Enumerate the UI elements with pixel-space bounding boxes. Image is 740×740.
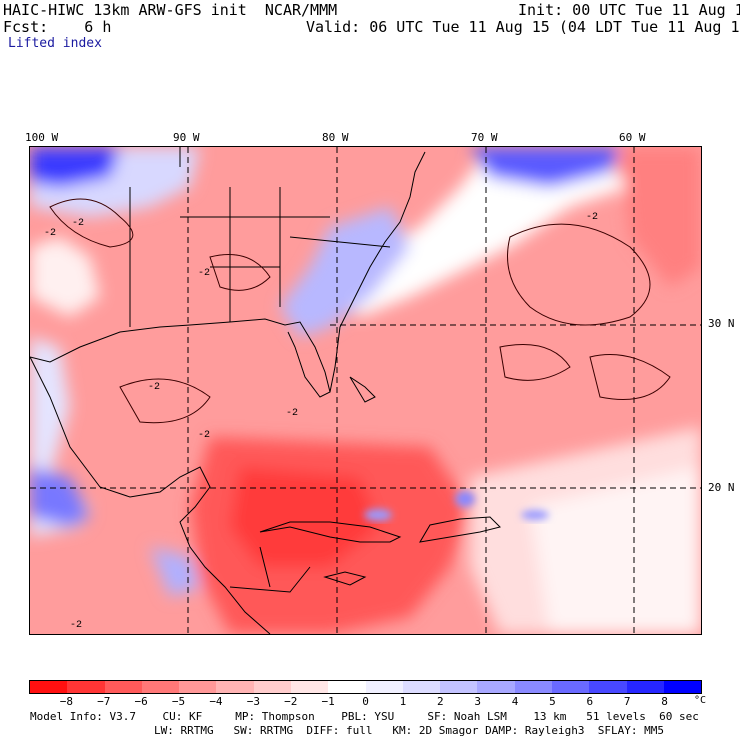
color-scale-cell [290,681,329,693]
color-scale-tick-label: 5 [549,695,556,708]
contour-label: -2 [70,620,82,631]
color-scale-cell [589,681,627,693]
color-scale-cell [626,681,664,693]
lon-label-60w: 60 W [619,131,646,144]
lon-label-70w: 70 W [471,131,498,144]
color-scale-cell [551,681,590,693]
forecast-hour: Fcst: 6 h [3,18,112,36]
contour-label: -2 [198,430,210,441]
lifted-index-map: -2 -2 -2 -2 -2 -2 -2 -2 [29,146,702,635]
color-scale-tick-label: 8 [661,695,668,708]
color-scale-tick-label: 2 [436,695,444,708]
color-scale-tick-label: −8 [59,695,73,708]
init-time: Init: 00 UTC Tue 11 Aug 15 [518,1,740,19]
contour-label: -2 [72,218,84,229]
color-scale-cell [514,681,552,693]
contour-label: -2 [44,228,56,239]
contour-label: -2 [286,408,298,419]
lat-label-20n: 20 N [708,481,735,494]
valid-time: Valid: 06 UTC Tue 11 Aug 15 (04 LDT Tue … [306,18,740,36]
contours [49,198,671,424]
color-scale-tick-label: 6 [586,695,594,708]
contour-label: -2 [148,382,160,393]
lon-label-80w: 80 W [322,131,349,144]
color-scale-tick-label: 4 [511,695,519,708]
color-scale-cell [179,681,217,693]
color-scale-tick-label: 0 [362,695,369,708]
color-scale-tick-label: 3 [474,695,481,708]
contour-label-group: -2 -2 -2 -2 -2 -2 -2 -2 [44,212,598,631]
color-scale-bar [29,680,702,694]
color-scale-tick-label: 7 [623,695,631,708]
color-scale-tick-label: −3 [246,695,260,708]
color-scale-cell [663,681,702,693]
color-scale-tick-label: −5 [171,695,186,708]
color-scale-tick-label: 1 [399,695,407,708]
color-scale-cell [216,681,254,693]
color-scale-cell [365,681,403,693]
color-scale-tick-label: −4 [209,695,223,708]
lon-label-100w: 100 W [25,131,59,144]
color-scale-cell [67,681,105,693]
map-canvas: -2 -2 -2 -2 -2 -2 -2 -2 [30,147,701,634]
lat-label-30n: 30 N [708,317,735,330]
color-scale-cell [104,681,142,693]
graticule [30,147,701,634]
color-scale-unit: °C [694,695,707,706]
field-name: Lifted index [8,36,102,51]
color-scale-tick-label: −1 [321,695,335,708]
color-scale-tick-label: −2 [284,695,298,708]
lon-label-90w: 90 W [173,131,200,144]
color-scale-cell [440,681,478,693]
model-info-line-1: Model Info: V3.7 CU: KF MP: Thompson PBL… [30,710,699,723]
color-scale-cell [402,681,441,693]
contour-label: -2 [198,268,210,279]
color-scale-cell [141,681,180,693]
color-scale-cell [477,681,515,693]
model-title: HAIC-HIWC 13km ARW-GFS init NCAR/MMM [3,1,338,19]
color-scale-cell [328,681,366,693]
model-info-line-2: LW: RRTMG SW: RRTMG DIFF: full KM: 2D Sm… [154,724,664,737]
color-scale-cell [253,681,291,693]
color-scale-tick-label: −7 [97,695,111,708]
color-scale-tick-label: −6 [134,695,148,708]
islands-cold [364,491,549,521]
color-scale-cell [30,681,68,693]
shading [30,147,701,634]
contour-label: -2 [586,212,598,223]
